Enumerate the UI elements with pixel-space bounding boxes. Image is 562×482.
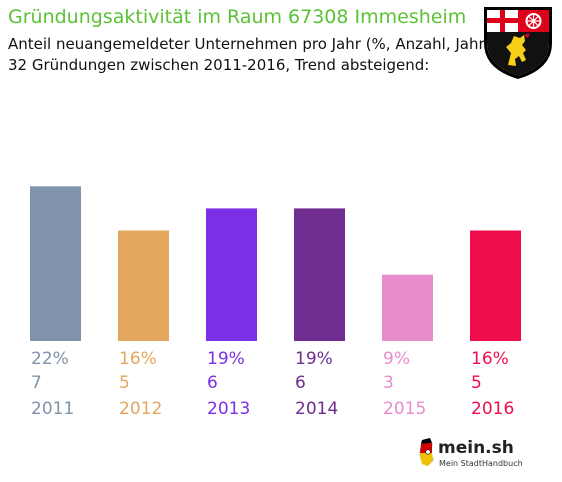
count-label-2013: 6 <box>207 373 218 393</box>
chart-title: Gründungsaktivität im Raum 67308 Immeshe… <box>8 6 467 28</box>
chart-subtitle-line2: 32 Gründungen zwischen 2011-2016, Trend … <box>8 56 430 74</box>
coat-of-arms-icon <box>484 7 552 79</box>
percent-label-2011: 22% <box>31 349 69 369</box>
count-label-2012: 5 <box>119 373 130 393</box>
year-label-2013: 2013 <box>207 399 250 419</box>
percent-label-2012: 16% <box>119 349 157 369</box>
percent-label-2014: 19% <box>295 349 333 369</box>
year-label-2011: 2011 <box>31 399 74 419</box>
year-label-2015: 2015 <box>383 399 426 419</box>
chart-subtitle-line1: Anteil neuangemeldeter Unternehmen pro J… <box>8 35 491 53</box>
count-label-2015: 3 <box>383 373 394 393</box>
bar-2011 <box>30 186 81 341</box>
count-label-2016: 5 <box>471 373 482 393</box>
percent-label-2013: 19% <box>207 349 245 369</box>
bar-2014 <box>294 208 345 341</box>
year-label-2012: 2012 <box>119 399 162 419</box>
bar-2013 <box>206 208 257 341</box>
logo-tagline: Mein StadtHandbuch <box>439 459 523 468</box>
logo-wordmark: mein.sh <box>438 438 514 458</box>
year-label-2016: 2016 <box>471 399 514 419</box>
count-label-2014: 6 <box>295 373 306 393</box>
year-label-2014: 2014 <box>295 399 338 419</box>
bar-2015 <box>382 274 433 341</box>
percent-label-2016: 16% <box>471 349 509 369</box>
count-label-2011: 7 <box>31 373 42 393</box>
bar-2016 <box>470 230 521 341</box>
mein-sh-logo <box>419 438 434 466</box>
percent-label-2015: 9% <box>383 349 410 369</box>
bar-2012 <box>118 230 169 341</box>
